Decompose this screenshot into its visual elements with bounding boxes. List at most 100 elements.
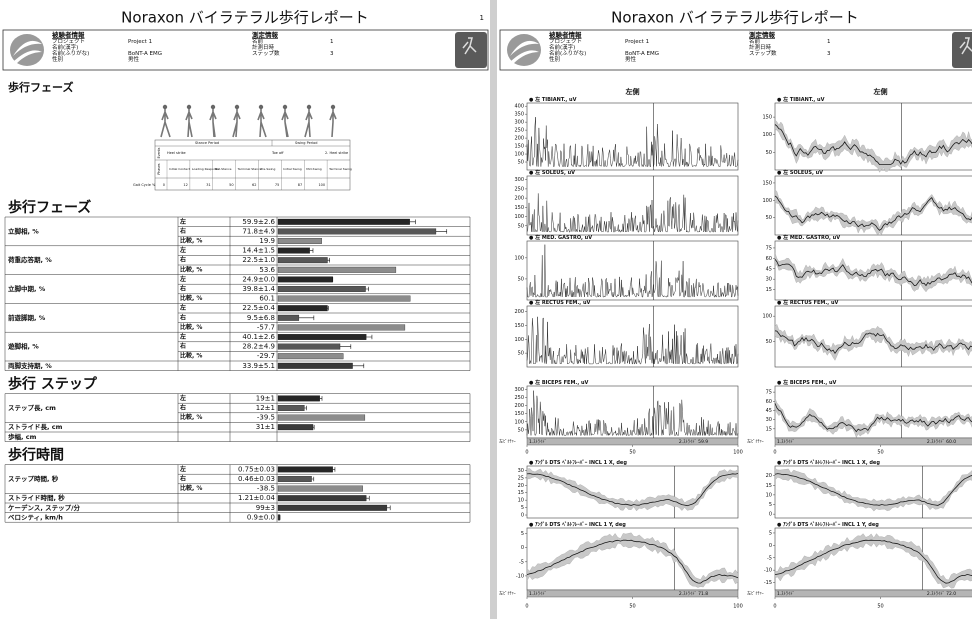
y-tick-label: 30 <box>766 277 772 283</box>
value-bar <box>278 334 366 340</box>
y-tick-label: 15 <box>766 426 772 432</box>
cycle-tick: 62 <box>252 183 256 187</box>
value-text: 9.5±6.8 <box>247 314 275 322</box>
error-bar <box>436 229 447 234</box>
plot-frame <box>527 466 738 518</box>
y-tick-label: 50 <box>518 160 524 166</box>
info-label: 性別 <box>549 55 560 63</box>
cycle-tick: 12 <box>183 183 187 187</box>
value-text: 71.8±4.9 <box>242 227 275 235</box>
strip-label: 2.ｽﾄﾗｲﾄﾞ 60.0 <box>927 438 956 445</box>
y-tick-label: 400 <box>514 104 524 110</box>
cycle-tick: 31 <box>206 183 210 187</box>
value-bar <box>278 315 299 321</box>
info-value: 男性 <box>128 55 140 63</box>
info-label: 名前(ふりがな) <box>52 49 89 57</box>
info-value: 1 <box>330 39 334 45</box>
figure-head <box>283 105 287 109</box>
figure-body <box>282 109 288 137</box>
page-gap <box>490 0 497 619</box>
side-label: 比較, % <box>180 323 202 331</box>
info-value: 3 <box>827 51 831 57</box>
x-tick-label: 50 <box>629 450 635 456</box>
y-tick-label: 100 <box>762 198 772 204</box>
figure-body <box>258 109 266 137</box>
figure-head <box>235 105 239 109</box>
figure-head <box>307 105 311 109</box>
y-tick-label: 250 <box>514 128 524 134</box>
y-tick-label: 0 <box>769 512 772 518</box>
error-bar <box>299 316 314 321</box>
y-tick-label: 100 <box>514 152 524 158</box>
info-heading: 測定情報 <box>749 30 776 39</box>
side-label: 左 <box>179 465 186 473</box>
info-heading: 被験者情報 <box>549 30 582 39</box>
chart-title: ● 左 RECTUS FEM., uV <box>777 299 838 306</box>
y-tick-label: 50 <box>518 223 524 229</box>
side-label: 比較, % <box>180 237 202 245</box>
error-bar <box>387 506 390 511</box>
y-tick-label: 60 <box>766 399 772 405</box>
value-text: 39.8±1.4 <box>242 285 275 293</box>
page-number: 1 <box>480 14 484 22</box>
y-tick-label: 50 <box>766 215 772 221</box>
row-label: 前遊脚期, % <box>8 313 46 322</box>
error-bar <box>328 258 330 263</box>
strip-side-label: 左ﾋﾟｸﾁｬｰ <box>747 590 764 596</box>
y-tick-label: 100 <box>514 337 524 343</box>
value-bar <box>278 277 333 283</box>
error-bar <box>313 425 314 430</box>
y-tick-label: 5 <box>769 530 772 536</box>
y-tick-label: 150 <box>514 144 524 150</box>
side-label: 左 <box>179 394 186 402</box>
info-label: 名前(漢字) <box>52 43 78 51</box>
y-tick-label: 0 <box>521 545 524 551</box>
chart-title: ● 左 TIBIANT., uV <box>777 96 825 103</box>
value-bar <box>278 296 410 302</box>
chart-title: ● 左 BICEPS FEM., uV <box>529 379 589 386</box>
value-text: 99±3 <box>256 504 275 512</box>
figure-head <box>211 105 215 109</box>
report-title: Noraxon バイラテラル歩行レポート <box>121 9 369 27</box>
info-value: 1 <box>827 39 831 45</box>
event-label: Heel strike <box>167 151 186 155</box>
chart-title: ● ｱﾝｸﾞﾙ DTS ﾍﾞﾙﾄﾌﾚｰﾊﾞｰ INCL 1 Y, deg <box>529 521 626 528</box>
value-text: 28.2±4.9 <box>242 343 275 351</box>
y-tick-label: 30 <box>766 417 772 423</box>
y-tick-label: 200 <box>514 136 524 142</box>
chart-title: ● 左 RECTUS FEM., uV <box>529 299 590 306</box>
side-label: 左 <box>179 333 186 341</box>
chart-title: ● ｱﾝｸﾞﾙ DTS ﾍﾞﾙﾄﾚﾌﾄﾚｰﾊﾞｰ INCL 1 Y, deg <box>777 521 879 528</box>
info-label: 性別 <box>52 55 63 63</box>
chart-title: ● ｱﾝｸﾞﾙ DTS ﾍﾞﾙﾄﾚﾌﾄﾚｰﾊﾞｰ INCL 1 X, deg <box>777 459 880 466</box>
row-label: ベロシティ, km/h <box>8 513 63 521</box>
info-value: 男性 <box>625 55 637 63</box>
phase-label: Pre-Swing <box>261 167 276 171</box>
info-heading: 被験者情報 <box>52 30 85 39</box>
side-label: 左 <box>179 246 186 254</box>
value-text: -38.5 <box>257 485 275 493</box>
value-bar <box>278 476 312 482</box>
value-bar <box>278 396 320 402</box>
chart-title: ● 左 SOLEUS, uV <box>529 169 575 176</box>
y-tick-label: 250 <box>514 395 524 401</box>
info-label: 計測日時 <box>252 43 275 51</box>
error-bar <box>366 335 372 340</box>
side-label: 比較, % <box>180 413 202 421</box>
y-tick-label: 60 <box>766 256 772 262</box>
strip-label: 2.ｽﾄﾗｲﾄﾞ 59.9 <box>679 438 708 445</box>
side-label: 右 <box>179 227 186 235</box>
x-tick-label: 100 <box>733 450 743 456</box>
y-tick-label: 5 <box>769 502 772 508</box>
x-tick-label: 0 <box>773 450 776 456</box>
value-bar <box>278 286 366 292</box>
row-label: ステップ長, cm <box>8 403 56 412</box>
error-bar <box>312 477 314 482</box>
figure-body <box>330 109 336 137</box>
cycle-label: Gait Cycle % <box>133 183 156 187</box>
plot-frame <box>527 103 738 170</box>
figure-head <box>331 105 335 109</box>
row-label: 立脚相, % <box>8 226 39 235</box>
value-text: -57.7 <box>257 323 275 331</box>
value-bar <box>278 229 436 235</box>
